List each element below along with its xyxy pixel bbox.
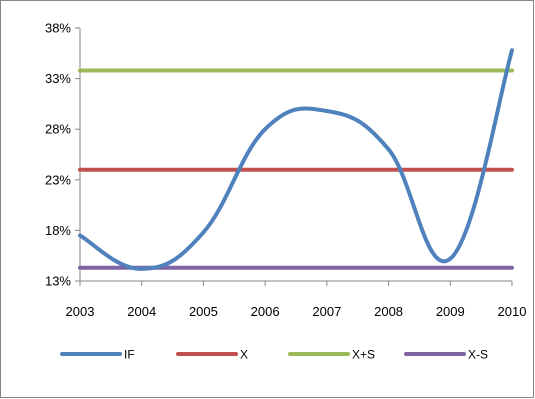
series-lines bbox=[78, 48, 514, 271]
legend-label-x-s: X-S bbox=[468, 348, 488, 362]
x-tick-label: 2006 bbox=[251, 304, 280, 319]
legend-label-x: X bbox=[240, 348, 248, 362]
x-tick-label: 2010 bbox=[498, 304, 527, 319]
x-tick-label: 2005 bbox=[189, 304, 218, 319]
y-tick-label: 13% bbox=[45, 274, 71, 289]
y-tick-label: 38% bbox=[45, 21, 71, 36]
series-line-if bbox=[78, 48, 514, 271]
x-tick-label: 2008 bbox=[374, 304, 403, 319]
x-tick-label: 2009 bbox=[436, 304, 465, 319]
y-tick-label: 28% bbox=[45, 122, 71, 137]
x-tick-label: 2003 bbox=[66, 304, 95, 319]
x-axis-ticks: 2003 2004 2005 2006 2007 2008 2009 2010 bbox=[66, 281, 527, 319]
legend-label-if: IF bbox=[124, 348, 135, 362]
y-tick-label: 23% bbox=[45, 172, 71, 187]
x-tick-label: 2004 bbox=[127, 304, 156, 319]
y-tick-label: 33% bbox=[45, 71, 71, 86]
x-tick-label: 2007 bbox=[312, 304, 341, 319]
legend-label-x-s: X+S bbox=[352, 348, 375, 362]
legend: IF X X+S X-S bbox=[60, 348, 488, 362]
y-axis-ticks: 13% 18% 23% 28% 33% 38% bbox=[45, 21, 80, 289]
y-tick-label: 18% bbox=[45, 223, 71, 238]
